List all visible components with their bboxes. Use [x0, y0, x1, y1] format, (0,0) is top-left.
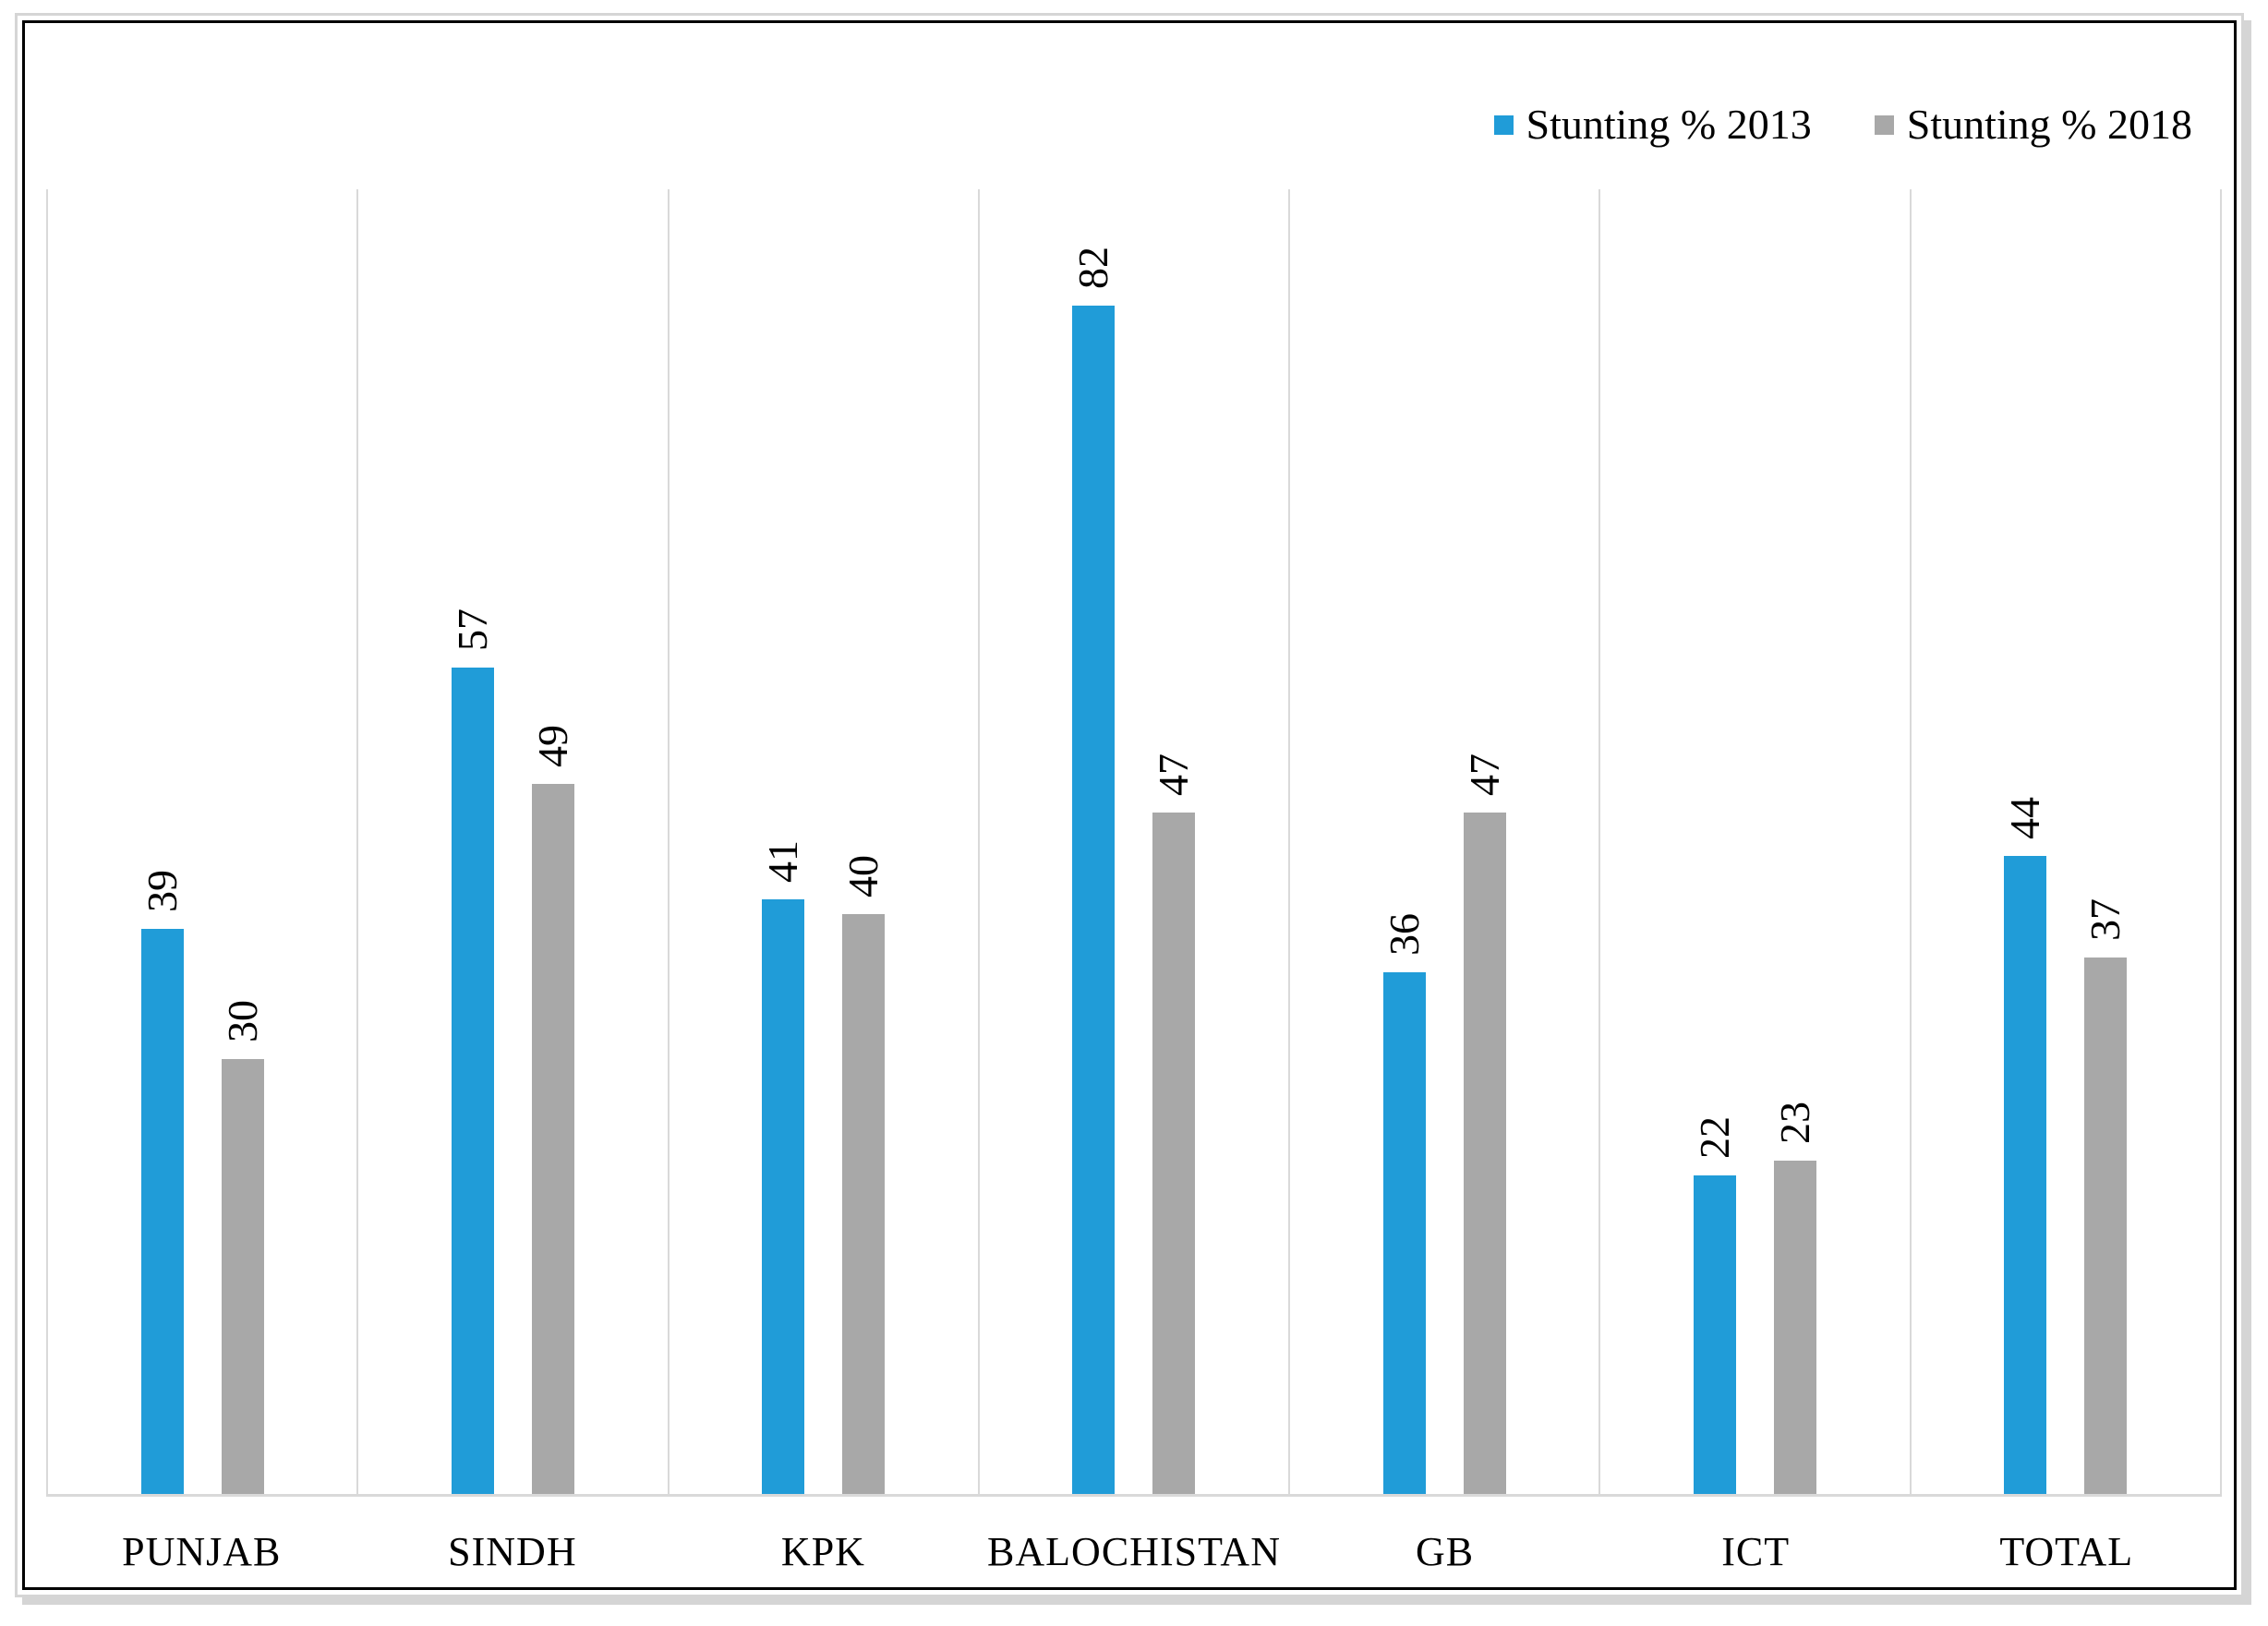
category-label-balochistan: BALOCHISTAN	[987, 1529, 1281, 1574]
category-column-ict: 22 23	[1598, 189, 1909, 1494]
category-column-gb: 36 47	[1288, 189, 1598, 1494]
bar-total-2018: 37	[2081, 898, 2129, 1494]
legend-label: Stunting % 2013	[1526, 101, 1812, 148]
legend-label: Stunting % 2018	[1906, 101, 2192, 148]
bar-sindh-2013: 57	[449, 608, 496, 1494]
category-label-total: TOTAL	[1999, 1529, 2134, 1574]
bar-value-label: 30	[218, 1000, 266, 1042]
bar-ict-2013: 22	[1691, 1116, 1738, 1494]
legend-swatch-icon	[1874, 114, 1894, 135]
category-column-balochistan: 82 47	[977, 189, 1288, 1494]
legend-item-2018: Stunting % 2018	[1874, 101, 2192, 149]
category-label-ict: ICT	[1721, 1529, 1791, 1574]
bar-kpk-2018: 40	[839, 855, 887, 1494]
bar-value-label: 44	[2001, 797, 2049, 840]
bar-value-label: 40	[839, 855, 887, 898]
bar-balochistan-2018: 47	[1150, 753, 1197, 1494]
legend-swatch-icon	[1493, 114, 1514, 135]
bar-value-label: 23	[1771, 1101, 1819, 1144]
category-label-kpk: KPK	[780, 1529, 865, 1574]
category-label-gb: GB	[1416, 1529, 1475, 1574]
category-label-sindh: SINDH	[448, 1529, 577, 1574]
bar-ict-2018: 23	[1771, 1102, 1818, 1494]
bar-punjab-2013: 39	[139, 870, 186, 1494]
bar-value-label: 37	[2081, 898, 2129, 942]
bar-sindh-2018: 49	[529, 725, 576, 1494]
bar-total-2013: 44	[2001, 797, 2048, 1494]
legend-item-2013: Stunting % 2013	[1493, 101, 1812, 149]
bar-value-label: 82	[1069, 246, 1117, 289]
category-column-sindh: 57 49	[356, 189, 667, 1494]
category-column-total: 44 37	[1909, 189, 2220, 1494]
category-axis-labels: PUNJAB SINDH KPK BALOCHISTAN GB ICT TOTAL	[46, 1499, 2222, 1575]
bar-punjab-2018: 30	[219, 1000, 266, 1494]
plot-area: 39 30 57 49 41 40 82 47 36 47 22 23 44 37	[46, 189, 2222, 1497]
category-column-punjab: 39 30	[46, 189, 356, 1494]
bar-value-label: 47	[1460, 753, 1508, 797]
chart-outer-frame: Stunting % 2013 Stunting % 2018 39 30 57 49 4…	[15, 13, 2244, 1597]
legend: Stunting % 2013 Stunting % 2018	[1493, 101, 2192, 149]
bar-gb-2013: 36	[1381, 913, 1428, 1494]
chart-border-box: Stunting % 2013 Stunting % 2018 39 30 57 49 4…	[22, 20, 2237, 1590]
bar-balochistan-2013: 82	[1069, 247, 1116, 1494]
category-column-kpk: 41 40	[667, 189, 978, 1494]
bar-gb-2018: 47	[1461, 753, 1508, 1494]
bar-value-label: 57	[448, 608, 496, 652]
bar-value-label: 47	[1150, 753, 1198, 797]
bar-kpk-2013: 41	[759, 840, 806, 1494]
bar-value-label: 39	[138, 869, 186, 912]
chart-area: Stunting % 2013 Stunting % 2018 39 30 57 49 4…	[25, 23, 2234, 1587]
bar-value-label: 22	[1691, 1115, 1739, 1159]
bar-value-label: 36	[1380, 912, 1428, 956]
bar-value-label: 41	[759, 840, 807, 884]
category-label-punjab: PUNJAB	[122, 1529, 282, 1574]
bar-value-label: 49	[528, 724, 576, 767]
